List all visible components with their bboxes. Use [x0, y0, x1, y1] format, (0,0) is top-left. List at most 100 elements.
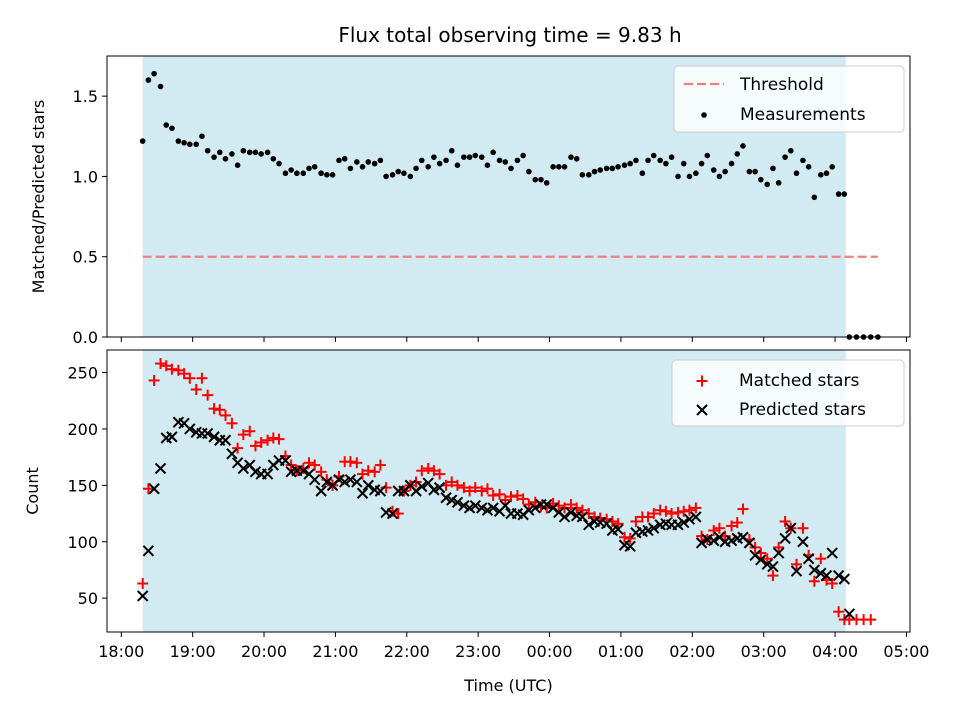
- predicted-star-point: [843, 608, 856, 620]
- x-tick-label: 01:00: [598, 642, 644, 661]
- measurement-point: [841, 191, 848, 197]
- matched-star-point: [214, 404, 226, 416]
- matched-star-point: [713, 522, 725, 534]
- measurement-point: [336, 157, 342, 164]
- measurement-point: [151, 70, 157, 77]
- measurement-point: [288, 167, 294, 173]
- matched-star-point: [249, 440, 261, 452]
- matched-star-point: [630, 515, 642, 527]
- predicted-star-point: [790, 565, 803, 577]
- measurement-point: [860, 334, 867, 340]
- measurement-point: [204, 147, 211, 154]
- legend-measurement-label: Measurements: [740, 105, 866, 125]
- matched-star-point: [202, 389, 214, 401]
- predicted-star-point: [142, 545, 155, 557]
- y-tick-label: 250: [67, 364, 98, 383]
- measurement-point: [645, 157, 651, 164]
- matched-star-point: [683, 504, 695, 516]
- predicted-star-point: [351, 476, 363, 488]
- matched-star-point: [155, 358, 167, 370]
- predicted-star-point: [279, 454, 292, 467]
- measurement-point: [829, 163, 835, 170]
- measurement-point: [758, 176, 764, 183]
- matched-star-point: [666, 508, 678, 520]
- matched-star-point: [761, 553, 773, 565]
- x-tick-label: 00:00: [526, 642, 572, 661]
- measurement-point: [466, 154, 473, 160]
- measurement-point: [568, 154, 574, 160]
- matched-star-point: [464, 485, 476, 497]
- measurement-point: [817, 172, 824, 178]
- measurement-point: [496, 157, 503, 164]
- legend-bottom: Matched stars Predicted stars: [671, 359, 905, 427]
- matched-star-point: [517, 493, 529, 505]
- measurement-point: [675, 173, 681, 180]
- axes-frame: [106, 349, 911, 633]
- predicted-star-point: [838, 573, 851, 585]
- predicted-star-point: [321, 476, 333, 488]
- x-tick-label: 18:00: [98, 642, 144, 661]
- measurement-point: [365, 159, 372, 165]
- measurement-point: [240, 147, 247, 154]
- matched-star-point: [303, 457, 315, 469]
- matched-star-point: [808, 575, 820, 587]
- predicted-star-point: [362, 479, 374, 492]
- matched-star-point: [160, 360, 172, 372]
- y-tick-label: 1.0: [73, 167, 98, 186]
- x-tick-label: 19:00: [170, 642, 216, 661]
- measurement-point: [787, 147, 794, 154]
- y-tick-label: 200: [67, 420, 98, 439]
- measurement-point: [311, 163, 318, 170]
- matched-star-point: [226, 417, 238, 429]
- matched-star-point: [244, 425, 256, 437]
- measurement-point: [663, 160, 669, 167]
- matched-star-point: [571, 502, 583, 514]
- matched-star-point: [315, 466, 327, 478]
- predicted-star-point: [565, 506, 577, 519]
- matched-star-point: [767, 570, 779, 582]
- legend-measurement-swatch: [701, 112, 707, 118]
- matched-star-point: [494, 488, 506, 500]
- predicted-star-point: [708, 534, 720, 547]
- matched-star-point: [148, 374, 160, 386]
- measurement-point: [389, 172, 396, 178]
- measurement-point: [383, 173, 389, 180]
- matched-star-point: [624, 532, 636, 544]
- measurement-point: [186, 141, 193, 148]
- measurement-point: [793, 170, 800, 177]
- matched-star-point: [309, 459, 321, 471]
- legend-matched-swatch: [696, 375, 708, 387]
- predicted-star-point: [487, 502, 499, 514]
- measurement-point: [853, 334, 860, 340]
- matched-star-point: [648, 508, 660, 520]
- measurement-point: [246, 149, 253, 156]
- predicted-star-point: [743, 537, 756, 549]
- measurement-point: [532, 176, 539, 183]
- measurement-point: [395, 168, 402, 175]
- predicted-star-point: [624, 540, 636, 552]
- measurement-point: [163, 122, 170, 128]
- measurement-point: [431, 154, 437, 160]
- predicted-star-point: [309, 474, 321, 486]
- matched-star-point: [184, 372, 196, 384]
- predicted-star-point: [612, 523, 624, 536]
- y-tick-label: 100: [67, 533, 98, 552]
- matched-star-point: [565, 499, 577, 511]
- matched-star-point: [749, 541, 761, 553]
- measurement-point: [609, 165, 616, 172]
- matched-star-point: [672, 506, 684, 518]
- measurement-point: [704, 152, 711, 159]
- y-tick-label: 150: [67, 476, 98, 495]
- matched-star-point: [708, 524, 720, 536]
- predicted-star-point: [695, 537, 708, 549]
- y-axis-label: Matched/Predicted stars: [29, 100, 48, 294]
- measurement-point: [407, 173, 414, 180]
- measurement-point: [633, 157, 639, 164]
- measurement-point: [693, 170, 699, 177]
- matched-star-point: [642, 511, 654, 523]
- measurement-point: [354, 159, 360, 165]
- measurement-point: [490, 149, 496, 156]
- matched-star-point: [826, 577, 838, 589]
- measurement-point: [800, 157, 806, 164]
